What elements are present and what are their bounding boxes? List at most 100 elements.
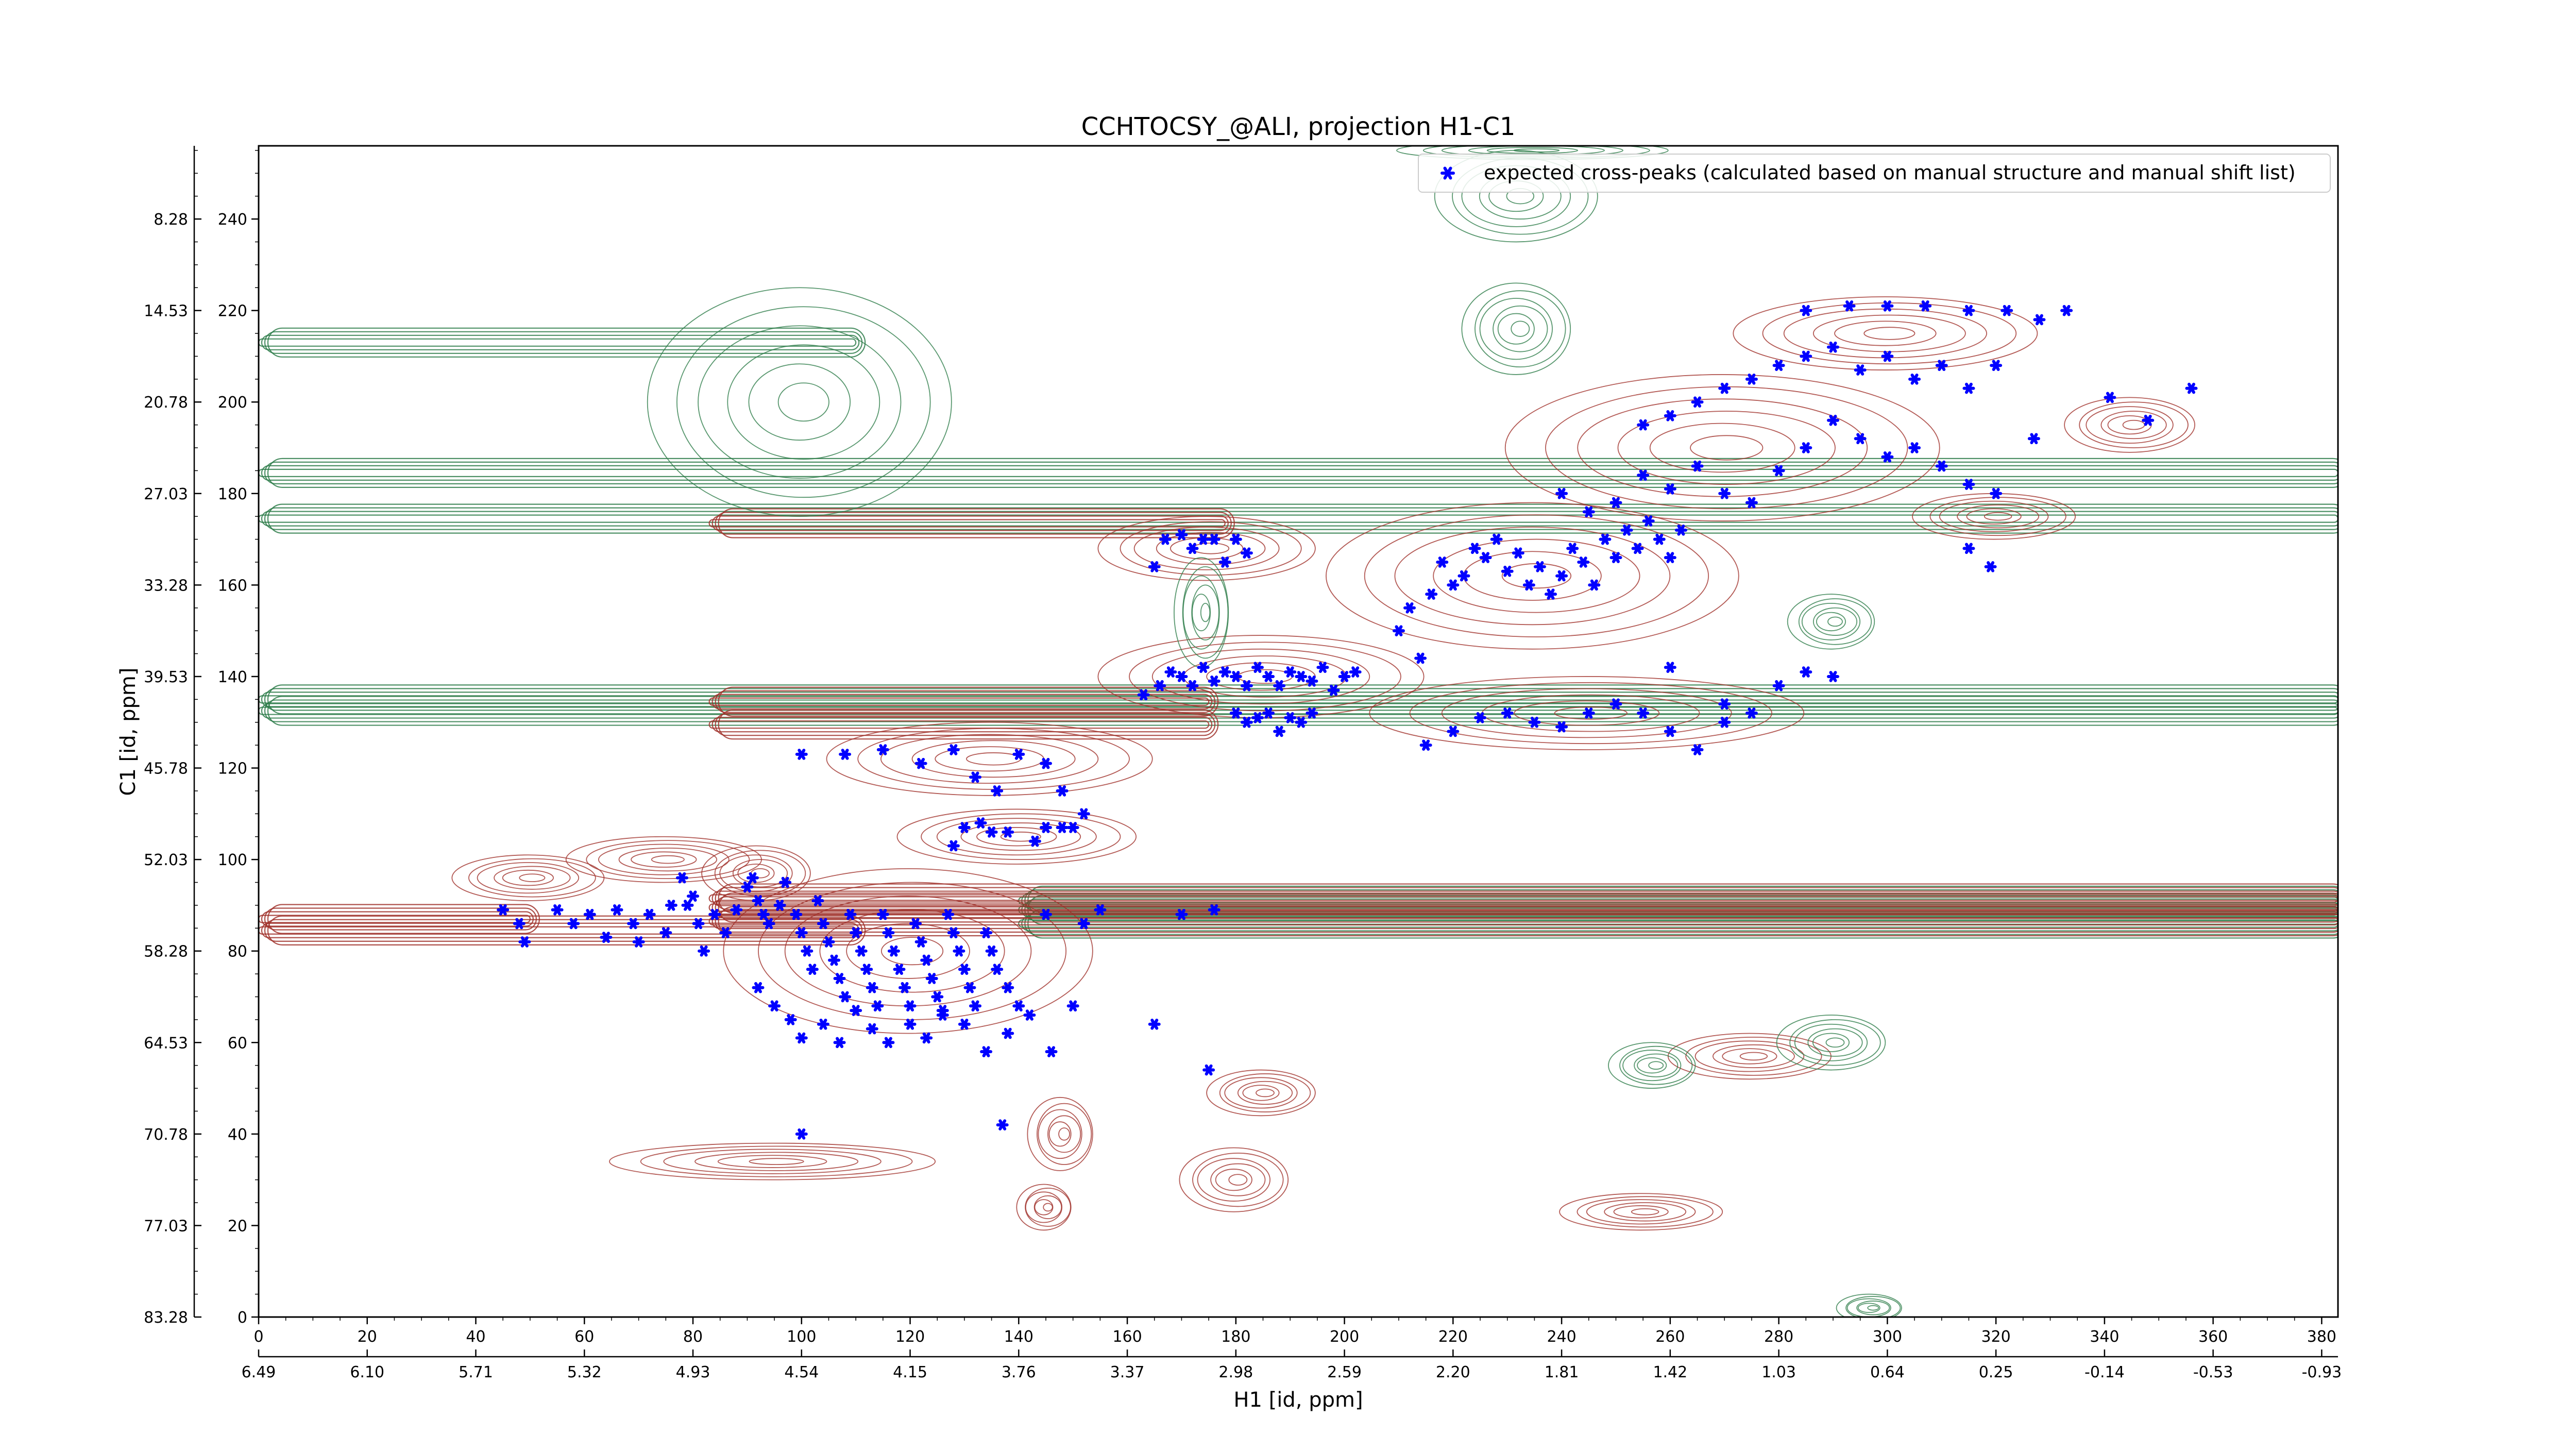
peak-marker-core (799, 930, 804, 936)
peak-marker-core (853, 930, 859, 936)
positive-contour-blob (1206, 1069, 1316, 1117)
cross-peak-marker (887, 945, 900, 957)
cross-peak-marker (806, 964, 819, 975)
peak-marker-core (1472, 546, 1478, 551)
peak-marker-core (2004, 308, 2010, 313)
x-ppm-tick-label: -0.14 (2084, 1363, 2125, 1381)
cross-peak-marker (779, 876, 792, 888)
positive-contour-blob (1441, 688, 1732, 738)
peak-marker-core (1352, 669, 1358, 675)
cross-peak-marker (974, 817, 987, 829)
peak-marker-core (1320, 665, 1326, 670)
negative-contour-blob (1846, 1298, 1891, 1317)
peak-marker-core (603, 935, 609, 940)
cross-peak-marker (893, 964, 906, 975)
x-tick-label: 320 (1981, 1328, 2010, 1346)
cross-peak-marker (1273, 726, 1286, 737)
cross-peak-marker (513, 918, 526, 930)
peak-marker-core (984, 1049, 989, 1054)
y-ppm-tick-label: 45.78 (144, 760, 188, 778)
positive-contour-blob (1156, 532, 1266, 565)
peak-marker-core (1803, 353, 1809, 359)
peak-marker-core (848, 912, 853, 917)
cross-peak-marker (855, 945, 868, 957)
positive-contour-blob (1016, 1184, 1072, 1231)
peak-marker-core (1591, 582, 1597, 588)
negative-contour-ridge (267, 696, 2338, 726)
peak-marker-core (1266, 711, 1271, 716)
x-tick-label: 360 (2198, 1328, 2228, 1346)
peak-marker-core (994, 967, 1000, 972)
cross-peak-marker (773, 900, 786, 911)
positive-contour-blob (717, 1155, 827, 1168)
peak-marker-core (1266, 674, 1271, 679)
peak-marker-core (1667, 555, 1673, 561)
peak-marker-core (1923, 303, 1928, 309)
cross-peak-marker (518, 936, 531, 948)
peak-marker-core (1070, 1003, 1076, 1009)
positive-contour-ridge (708, 903, 2338, 912)
positive-contour-blob (477, 862, 580, 894)
peak-marker-core (1586, 711, 1591, 716)
y-ppm-tick-label: 58.28 (144, 943, 188, 961)
y-ppm-tick-label: 83.28 (144, 1309, 188, 1327)
y-ppm-tick-label: 20.78 (144, 394, 188, 412)
cross-peak-marker (969, 1000, 981, 1012)
negative-contour-ridge (267, 503, 2338, 534)
peak-marker-core (951, 843, 956, 849)
peak-marker-core (1640, 711, 1646, 716)
peak-marker-core (907, 1021, 913, 1027)
peak-marker-core (842, 994, 848, 1000)
peak-marker-core (685, 902, 690, 908)
cross-peak-marker (1218, 556, 1231, 568)
cross-peak-marker (1935, 360, 1948, 371)
positive-contour-blob (1151, 648, 1370, 705)
negative-contour-blob (1787, 594, 1875, 650)
peak-marker-core (869, 985, 875, 990)
cross-peak-marker (1436, 556, 1449, 568)
negative-contour-blob (1789, 1019, 1881, 1066)
peak-marker-core (1179, 912, 1184, 917)
peak-marker-core (1287, 715, 1293, 720)
peak-marker-core (1157, 683, 1163, 688)
cross-peak-marker (1664, 552, 1676, 563)
cross-peak-marker (1745, 374, 1758, 385)
positive-contour-blob (1047, 1115, 1081, 1153)
x-tick-label: 260 (1655, 1328, 1685, 1346)
negative-contour-blob (1619, 1045, 1693, 1085)
cross-peak-marker (1077, 918, 1090, 930)
cross-peak-marker (1718, 716, 1731, 728)
cross-peak-marker (1664, 662, 1676, 673)
cross-peak-marker (839, 991, 852, 1003)
peak-marker-core (989, 948, 994, 954)
cross-peak-marker (1295, 671, 1308, 682)
y-ppm-tick-label: 64.53 (144, 1034, 188, 1052)
negative-contour-blob (1479, 298, 1553, 360)
peak-marker-core (1667, 486, 1673, 492)
peak-marker-core (864, 967, 870, 972)
peak-marker-core (1635, 546, 1640, 551)
peak-marker-core (1803, 669, 1809, 675)
x-tick-label: 0 (253, 1328, 263, 1346)
peak-marker-core (1244, 683, 1249, 688)
positive-contour-blob (1939, 500, 2049, 532)
positive-contour-blob (1037, 1103, 1092, 1165)
x-ppm-tick-label: -0.53 (2193, 1363, 2233, 1381)
peak-marker-core (1483, 555, 1488, 561)
cross-peak-marker (1908, 442, 1921, 453)
peak-marker-core (1640, 473, 1646, 478)
cross-peak-marker (2001, 305, 2013, 316)
peak-marker-core (1613, 701, 1619, 707)
positive-contour-ridge (261, 911, 534, 927)
negative-contour-blob (1622, 1050, 1682, 1082)
peak-marker-core (647, 912, 652, 917)
positive-contour-blob (1694, 1040, 1805, 1072)
cross-peak-marker (1273, 680, 1286, 691)
negative-contour-blob (1812, 1033, 1850, 1052)
peak-marker-core (1803, 445, 1809, 450)
negative-contour-blob (1776, 1015, 1886, 1071)
cross-peak-marker (567, 918, 580, 930)
positive-contour-blob (1433, 538, 1640, 613)
cross-peak-marker (1349, 666, 1362, 678)
